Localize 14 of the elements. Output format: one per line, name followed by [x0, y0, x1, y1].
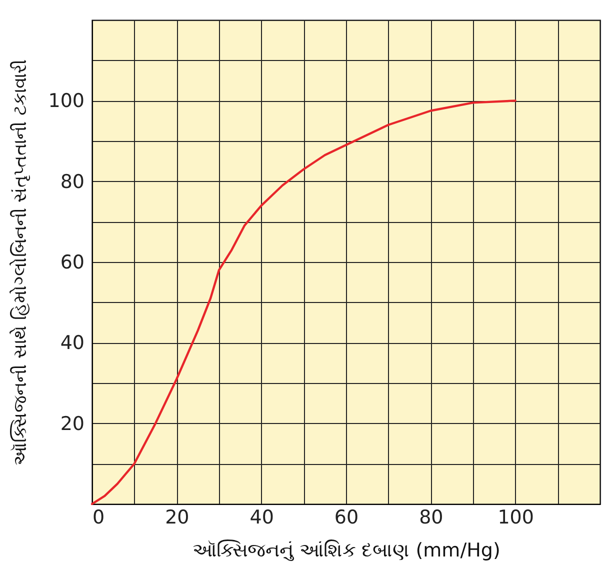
x-tick-label: 40: [250, 506, 274, 528]
y-tick-label: 60: [60, 252, 84, 274]
x-tick-label: 100: [498, 506, 534, 528]
x-tick-label: 0: [92, 506, 105, 528]
x-tick-label: 80: [419, 506, 444, 528]
x-tick-label: 20: [165, 506, 190, 528]
x-axis-title: ઑક્સિજનનું આંશિક દબાણ (mm/Hg): [192, 540, 500, 562]
y-axis-title: ઑક્સિજનની સાથે હિમોગ્લોબિનની સંતૃપ્તતાની ટકાવારી: [9, 60, 32, 466]
y-tick-label: 80: [60, 170, 84, 193]
line-series: [90, 100, 516, 506]
x-tick-label: 60: [334, 506, 359, 528]
y-tick-label: 40: [60, 332, 84, 354]
y-tick-label: 100: [48, 90, 84, 112]
y-tick-label: 20: [60, 412, 84, 435]
